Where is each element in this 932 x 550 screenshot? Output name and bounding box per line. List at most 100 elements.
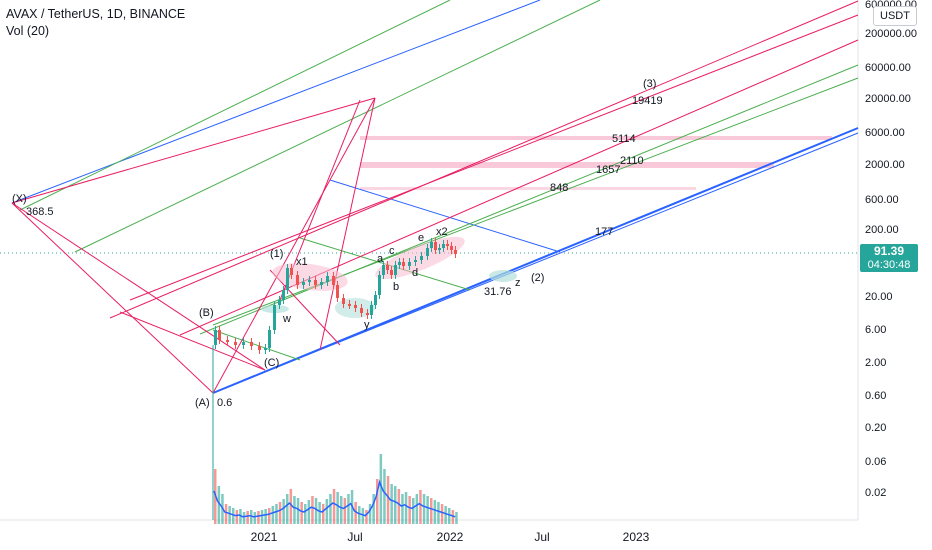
target-label: 5114 bbox=[612, 133, 636, 145]
wave-label: (X) bbox=[12, 193, 27, 205]
volume-bar bbox=[336, 492, 339, 524]
volume-bar bbox=[437, 502, 440, 524]
volume-bar bbox=[430, 498, 433, 524]
fork-line bbox=[11, 202, 266, 371]
volume-bar bbox=[242, 512, 246, 524]
last-price: 91.39 bbox=[873, 244, 905, 258]
price-tick-label: 200.00 bbox=[865, 224, 899, 236]
time-tick-label: 2021 bbox=[251, 530, 278, 544]
time-tick-label: Jul bbox=[347, 530, 362, 544]
channel-line bbox=[19, 0, 451, 211]
currency-button[interactable]: USDT bbox=[873, 6, 917, 26]
fork-line bbox=[269, 269, 341, 346]
fork-line bbox=[11, 202, 214, 394]
wave-value: 0.6 bbox=[217, 397, 232, 409]
wave-value: 368.5 bbox=[26, 206, 54, 218]
volume-bar bbox=[412, 498, 415, 524]
volume-bar bbox=[354, 502, 357, 524]
price-tick-label: 200000.00 bbox=[865, 28, 917, 40]
volume-bar bbox=[404, 492, 408, 524]
volume-bar bbox=[329, 494, 332, 524]
fork-line bbox=[319, 97, 376, 351]
volume-bar bbox=[260, 510, 264, 524]
volume-bar bbox=[282, 499, 285, 524]
price-tick-label: 600000.00 bbox=[865, 0, 917, 11]
price-tick-label: 0.02 bbox=[865, 487, 886, 499]
volume-bar bbox=[365, 510, 368, 524]
wave-label: w bbox=[282, 313, 291, 325]
fork-line bbox=[11, 97, 376, 204]
volume-bar bbox=[440, 504, 444, 524]
target-band bbox=[360, 187, 696, 190]
volume-bar bbox=[289, 489, 293, 524]
bar-countdown: 04:30:48 bbox=[867, 259, 911, 271]
time-tick-label: 2022 bbox=[437, 530, 464, 544]
volume-bar bbox=[383, 469, 386, 524]
target-band bbox=[360, 162, 774, 168]
volume-bar bbox=[307, 500, 311, 524]
channel-line bbox=[129, 14, 859, 301]
wave-label: a bbox=[377, 253, 384, 265]
wave-label: (3) bbox=[643, 78, 656, 90]
channel-line bbox=[329, 179, 561, 253]
volume-bar bbox=[422, 494, 426, 524]
volume-bar bbox=[448, 508, 451, 524]
wave-label: b bbox=[393, 281, 399, 293]
target-band bbox=[360, 136, 832, 140]
time-tick-label: 2023 bbox=[623, 530, 650, 544]
wave-label: c bbox=[389, 245, 395, 257]
volume-bar bbox=[358, 506, 361, 524]
symbol-title[interactable]: AVAX / TetherUS, 1D, BINANCE bbox=[6, 7, 186, 21]
price-tick-label: 0.06 bbox=[865, 456, 886, 468]
volume-bar bbox=[343, 498, 347, 524]
volume-bar bbox=[268, 508, 271, 524]
wave-label: (1) bbox=[270, 248, 283, 260]
target-label: 1657 bbox=[596, 164, 620, 176]
fork-line bbox=[212, 97, 376, 394]
wave-label: y bbox=[364, 319, 370, 331]
volume-bar bbox=[376, 479, 379, 524]
volume-bar bbox=[401, 494, 404, 524]
volume-bar bbox=[390, 484, 393, 524]
volume-bar bbox=[264, 509, 267, 524]
wave-label: x2 bbox=[436, 226, 448, 238]
volume-bar bbox=[224, 504, 228, 524]
price-tick-label: 2000.00 bbox=[865, 159, 905, 171]
wave-label: (A) bbox=[195, 397, 210, 409]
volume-bar bbox=[451, 510, 455, 524]
target-label: 848 bbox=[550, 182, 568, 194]
last-price-tag: 91.39 04:30:48 bbox=[860, 244, 918, 272]
channel-line bbox=[109, 0, 859, 319]
volume-bar bbox=[426, 496, 429, 524]
volume-bar bbox=[361, 508, 365, 524]
wave-label: (C) bbox=[264, 357, 279, 369]
wave-label: d bbox=[412, 267, 418, 279]
wave-label: z bbox=[515, 277, 521, 289]
volume-bar bbox=[340, 496, 343, 524]
volume-bar bbox=[379, 454, 383, 524]
volume-bar bbox=[372, 494, 375, 524]
wave-label: (2) bbox=[531, 272, 544, 284]
wave-value: 31.76 bbox=[484, 286, 512, 298]
volume-bar bbox=[293, 496, 296, 524]
volume-bar bbox=[325, 499, 329, 524]
price-tick-label: 6000.00 bbox=[865, 127, 905, 139]
volume-bar bbox=[433, 500, 437, 524]
volume-bar bbox=[394, 486, 397, 524]
channel-line bbox=[212, 132, 859, 394]
volume-indicator-label[interactable]: Vol (20) bbox=[6, 24, 50, 38]
volume-bar bbox=[286, 494, 289, 524]
volume-bar bbox=[217, 486, 221, 524]
volume-bar bbox=[275, 504, 278, 524]
target-label: 2110 bbox=[620, 155, 644, 167]
volume-bar bbox=[386, 476, 390, 524]
fork-line bbox=[119, 311, 266, 371]
price-tick-label: 6.00 bbox=[865, 324, 886, 336]
price-tick-label: 0.20 bbox=[865, 422, 886, 434]
volume-bar bbox=[257, 511, 260, 524]
price-tick-label: 2.00 bbox=[865, 357, 886, 369]
volume-bar bbox=[332, 489, 336, 524]
volume-bar bbox=[415, 494, 419, 524]
volume-bar bbox=[232, 508, 235, 524]
